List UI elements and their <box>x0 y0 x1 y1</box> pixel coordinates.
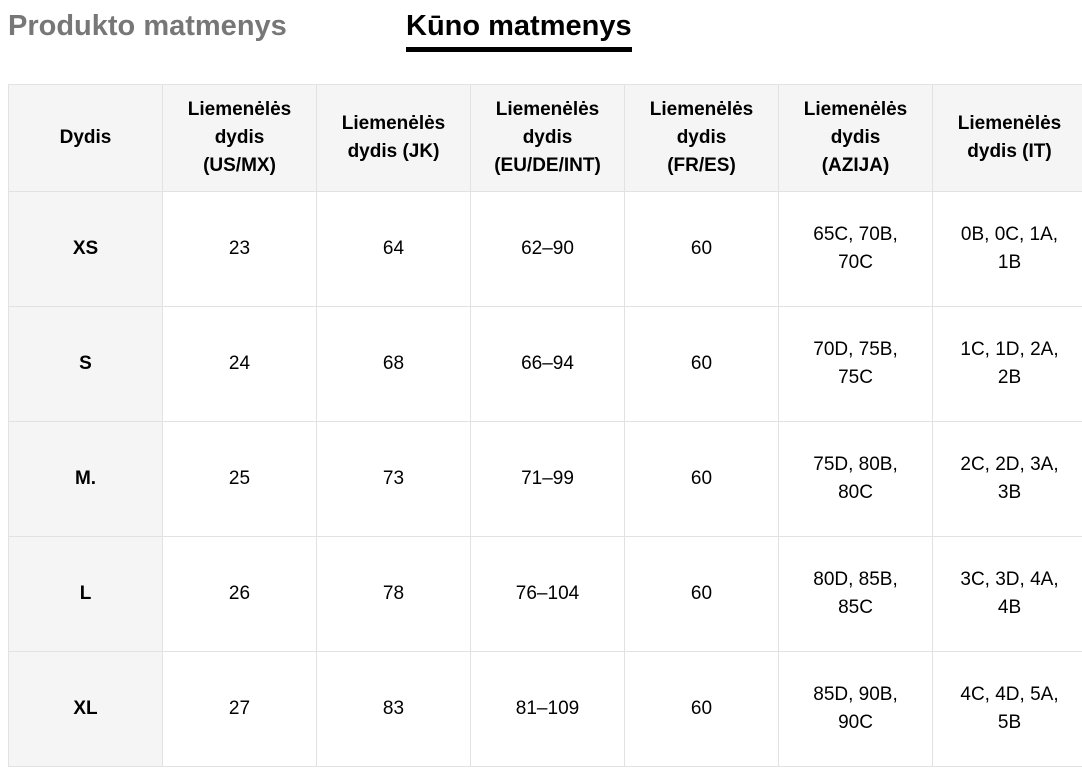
table-cell: 81–109 <box>470 651 625 767</box>
header-cell: Dydis <box>8 84 163 192</box>
table-cell: 25 <box>162 421 317 537</box>
table-row: S 24 68 66–94 60 70D, 75B, 75C 1C, 1D, 2A, 2B <box>8 306 1082 422</box>
table-cell: 60 <box>624 536 779 652</box>
table-body: XS 23 64 62–90 60 65C, 70B, 70C 0B, 0C, 1A, 1B… <box>8 191 1082 767</box>
table-cell: 2C, 2D, 3A, 3B <box>932 421 1082 537</box>
table-cell: 60 <box>624 191 779 307</box>
table-cell: 24 <box>162 306 317 422</box>
table-cell: 83 <box>316 651 471 767</box>
table-cell: 70D, 75B, 75C <box>778 306 933 422</box>
size-cell: XS <box>8 191 163 307</box>
size-cell: M. <box>8 421 163 537</box>
table-cell: 66–94 <box>470 306 625 422</box>
header-cell: Liemenėlės dydis (JK) <box>316 84 471 192</box>
table-cell: 60 <box>624 651 779 767</box>
table-cell: 62–90 <box>470 191 625 307</box>
table-cell: 75D, 80B, 80C <box>778 421 933 537</box>
table-row: XL 27 83 81–109 60 85D, 90B, 90C 4C, 4D, 5A, 5… <box>8 651 1082 767</box>
tab[interactable]: Produkto matmenys <box>8 10 287 42</box>
size-cell: XL <box>8 651 163 767</box>
header-cell: Liemenėlės dydis (AZIJA) <box>778 84 933 192</box>
table-cell: 65C, 70B, 70C <box>778 191 933 307</box>
table-cell: 80D, 85B, 85C <box>778 536 933 652</box>
header-cell: Liemenėlės dydis (US/MX) <box>162 84 317 192</box>
table-row: M. 25 73 71–99 60 75D, 80B, 80C 2C, 2D, 3A, 3B <box>8 421 1082 537</box>
tab[interactable]: Kūno matmenys <box>406 10 632 52</box>
table-row: XS 23 64 62–90 60 65C, 70B, 70C 0B, 0C, 1A, 1B <box>8 191 1082 307</box>
table-cell: 4C, 4D, 5A, 5B <box>932 651 1082 767</box>
header-row: Dydis Liemenėlės dydis (US/MX) Liemenėlės … <box>8 84 1082 192</box>
table-cell: 71–99 <box>470 421 625 537</box>
table-cell: 26 <box>162 536 317 652</box>
table-cell: 1C, 1D, 2A, 2B <box>932 306 1082 422</box>
table-cell: 73 <box>316 421 471 537</box>
header-cell: Liemenėlės dydis (IT) <box>932 84 1082 192</box>
table-row: L 26 78 76–104 60 80D, 85B, 85C 3C, 3D, 4A, 4B <box>8 536 1082 652</box>
table-cell: 85D, 90B, 90C <box>778 651 933 767</box>
header-cell: Liemenėlės dydis (FR/ES) <box>624 84 779 192</box>
table-cell: 78 <box>316 536 471 652</box>
table-cell: 68 <box>316 306 471 422</box>
table-cell: 0B, 0C, 1A, 1B <box>932 191 1082 307</box>
table-cell: 64 <box>316 191 471 307</box>
table-cell: 3C, 3D, 4A, 4B <box>932 536 1082 652</box>
size-cell: L <box>8 536 163 652</box>
table-cell: 60 <box>624 306 779 422</box>
table-cell: 23 <box>162 191 317 307</box>
header-cell: Liemenėlės dydis (EU/DE/INT) <box>470 84 625 192</box>
table-cell: 76–104 <box>470 536 625 652</box>
table-head: Dydis Liemenėlės dydis (US/MX) Liemenėlės … <box>8 84 1082 192</box>
table-cell: 27 <box>162 651 317 767</box>
size-table: Dydis Liemenėlės dydis (US/MX) Liemenėlės … <box>8 84 1082 767</box>
size-cell: S <box>8 306 163 422</box>
table-cell: 60 <box>624 421 779 537</box>
